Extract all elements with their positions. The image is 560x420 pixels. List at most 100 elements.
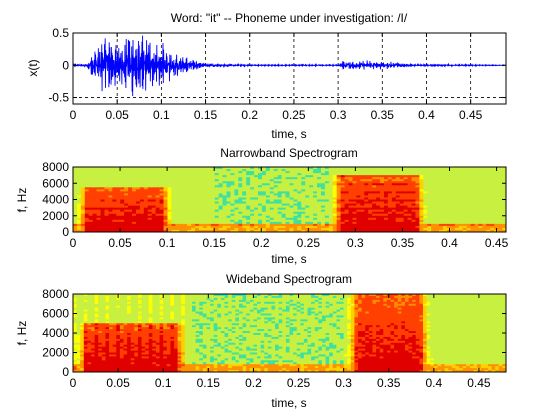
heatmap-cell <box>498 215 503 219</box>
heatmap-cell <box>73 368 78 371</box>
heatmap-cell <box>163 360 168 363</box>
heatmap-cell <box>179 205 184 209</box>
heatmap-cell <box>101 342 107 346</box>
heatmap-cell <box>76 297 81 301</box>
heatmap-cell <box>419 207 424 211</box>
heatmap-cell <box>277 181 283 184</box>
heatmap-cell <box>134 358 139 361</box>
heatmap-cell <box>130 327 135 330</box>
heatmap-cell <box>482 199 487 203</box>
heatmap-cell <box>100 225 106 229</box>
heatmap-cell <box>387 215 393 219</box>
heatmap-cell <box>380 221 385 225</box>
heatmap-cell <box>297 217 302 221</box>
heatmap-cell <box>119 342 125 346</box>
heatmap-cell <box>148 360 153 363</box>
heatmap-cell <box>166 333 172 336</box>
heatmap-cell <box>128 201 133 205</box>
heatmap-cell <box>174 360 179 363</box>
heatmap-cell <box>147 185 153 188</box>
heatmap-cell <box>478 209 483 213</box>
heatmap-cell <box>175 185 180 188</box>
heatmap-cell <box>297 195 302 199</box>
heatmap-cell <box>411 215 417 219</box>
heatmap-cell <box>395 229 401 232</box>
heatmap-cell <box>395 203 401 207</box>
heatmap-cell <box>112 225 117 229</box>
heatmap-cell <box>474 229 480 232</box>
heatmap-cell <box>466 187 472 190</box>
heatmap-cell <box>348 209 354 213</box>
heatmap-cell <box>155 317 161 320</box>
heatmap-cell <box>360 179 365 182</box>
heatmap-cell <box>234 179 239 182</box>
heatmap-cell <box>415 173 420 176</box>
heatmap-cell <box>76 350 81 354</box>
narrowband-heatmap <box>73 167 506 232</box>
heatmap-cell <box>226 197 232 201</box>
heatmap-cell <box>171 223 176 227</box>
heatmap-cell <box>443 197 448 201</box>
heatmap-cell <box>170 336 175 340</box>
heatmap-cell <box>218 201 224 205</box>
heatmap-cell <box>116 185 121 188</box>
heatmap-cell <box>195 211 200 215</box>
heatmap-cell <box>328 179 334 182</box>
heatmap-cell <box>372 189 377 192</box>
heatmap-cell <box>293 173 298 176</box>
heatmap-cell <box>360 173 365 176</box>
heatmap-cell <box>490 215 495 219</box>
heatmap-cell <box>98 303 103 307</box>
x-tick-label: 0.1 <box>159 236 176 250</box>
heatmap-cell <box>159 297 164 301</box>
heatmap-cell <box>313 217 318 221</box>
heatmap-cell <box>411 219 417 223</box>
heatmap-cell <box>132 223 137 227</box>
heatmap-cell <box>210 207 216 211</box>
heatmap-cell <box>116 303 121 307</box>
heatmap-cell <box>458 215 464 219</box>
heatmap-cell <box>443 191 448 195</box>
heatmap-cell <box>234 199 239 203</box>
heatmap-cell <box>139 173 145 176</box>
heatmap-cell <box>187 187 192 190</box>
heatmap-cell <box>202 187 208 190</box>
heatmap-cell <box>395 169 401 172</box>
heatmap-cell <box>94 358 99 361</box>
heatmap-cell <box>407 223 413 227</box>
heatmap-cell <box>226 227 232 231</box>
heatmap-cell <box>170 294 175 297</box>
heatmap-cell <box>112 297 117 301</box>
heatmap-cell <box>301 205 306 209</box>
heatmap-cell <box>135 211 141 215</box>
heatmap-cell <box>324 189 330 192</box>
heatmap-cell <box>293 177 298 180</box>
heatmap-cell <box>174 350 179 354</box>
heatmap-cell <box>124 191 129 195</box>
heatmap-cell <box>293 197 298 201</box>
heatmap-cell <box>446 205 452 209</box>
heatmap-cell <box>364 225 369 229</box>
heatmap-cell <box>387 173 393 176</box>
heatmap-cell <box>470 219 476 223</box>
heatmap-cell <box>289 191 295 195</box>
heatmap-cell <box>183 227 188 231</box>
heatmap-cell <box>96 205 102 209</box>
heatmap-cell <box>254 229 259 232</box>
heatmap-cell <box>116 181 121 184</box>
heatmap-cell <box>439 201 444 205</box>
heatmap-cell <box>84 229 90 232</box>
heatmap-cell <box>411 171 417 174</box>
heatmap-cell <box>177 309 182 313</box>
heatmap-cell <box>273 175 279 178</box>
heatmap-cell <box>494 205 499 209</box>
heatmap-cell <box>177 323 182 326</box>
heatmap-cell <box>277 203 283 207</box>
heatmap-cell <box>83 334 89 338</box>
heatmap-cell <box>328 207 334 211</box>
heatmap-cell <box>332 183 338 186</box>
heatmap-cell <box>166 303 172 307</box>
heatmap-cell <box>218 183 224 186</box>
heatmap-cell <box>415 203 420 207</box>
heatmap-cell <box>383 179 389 182</box>
